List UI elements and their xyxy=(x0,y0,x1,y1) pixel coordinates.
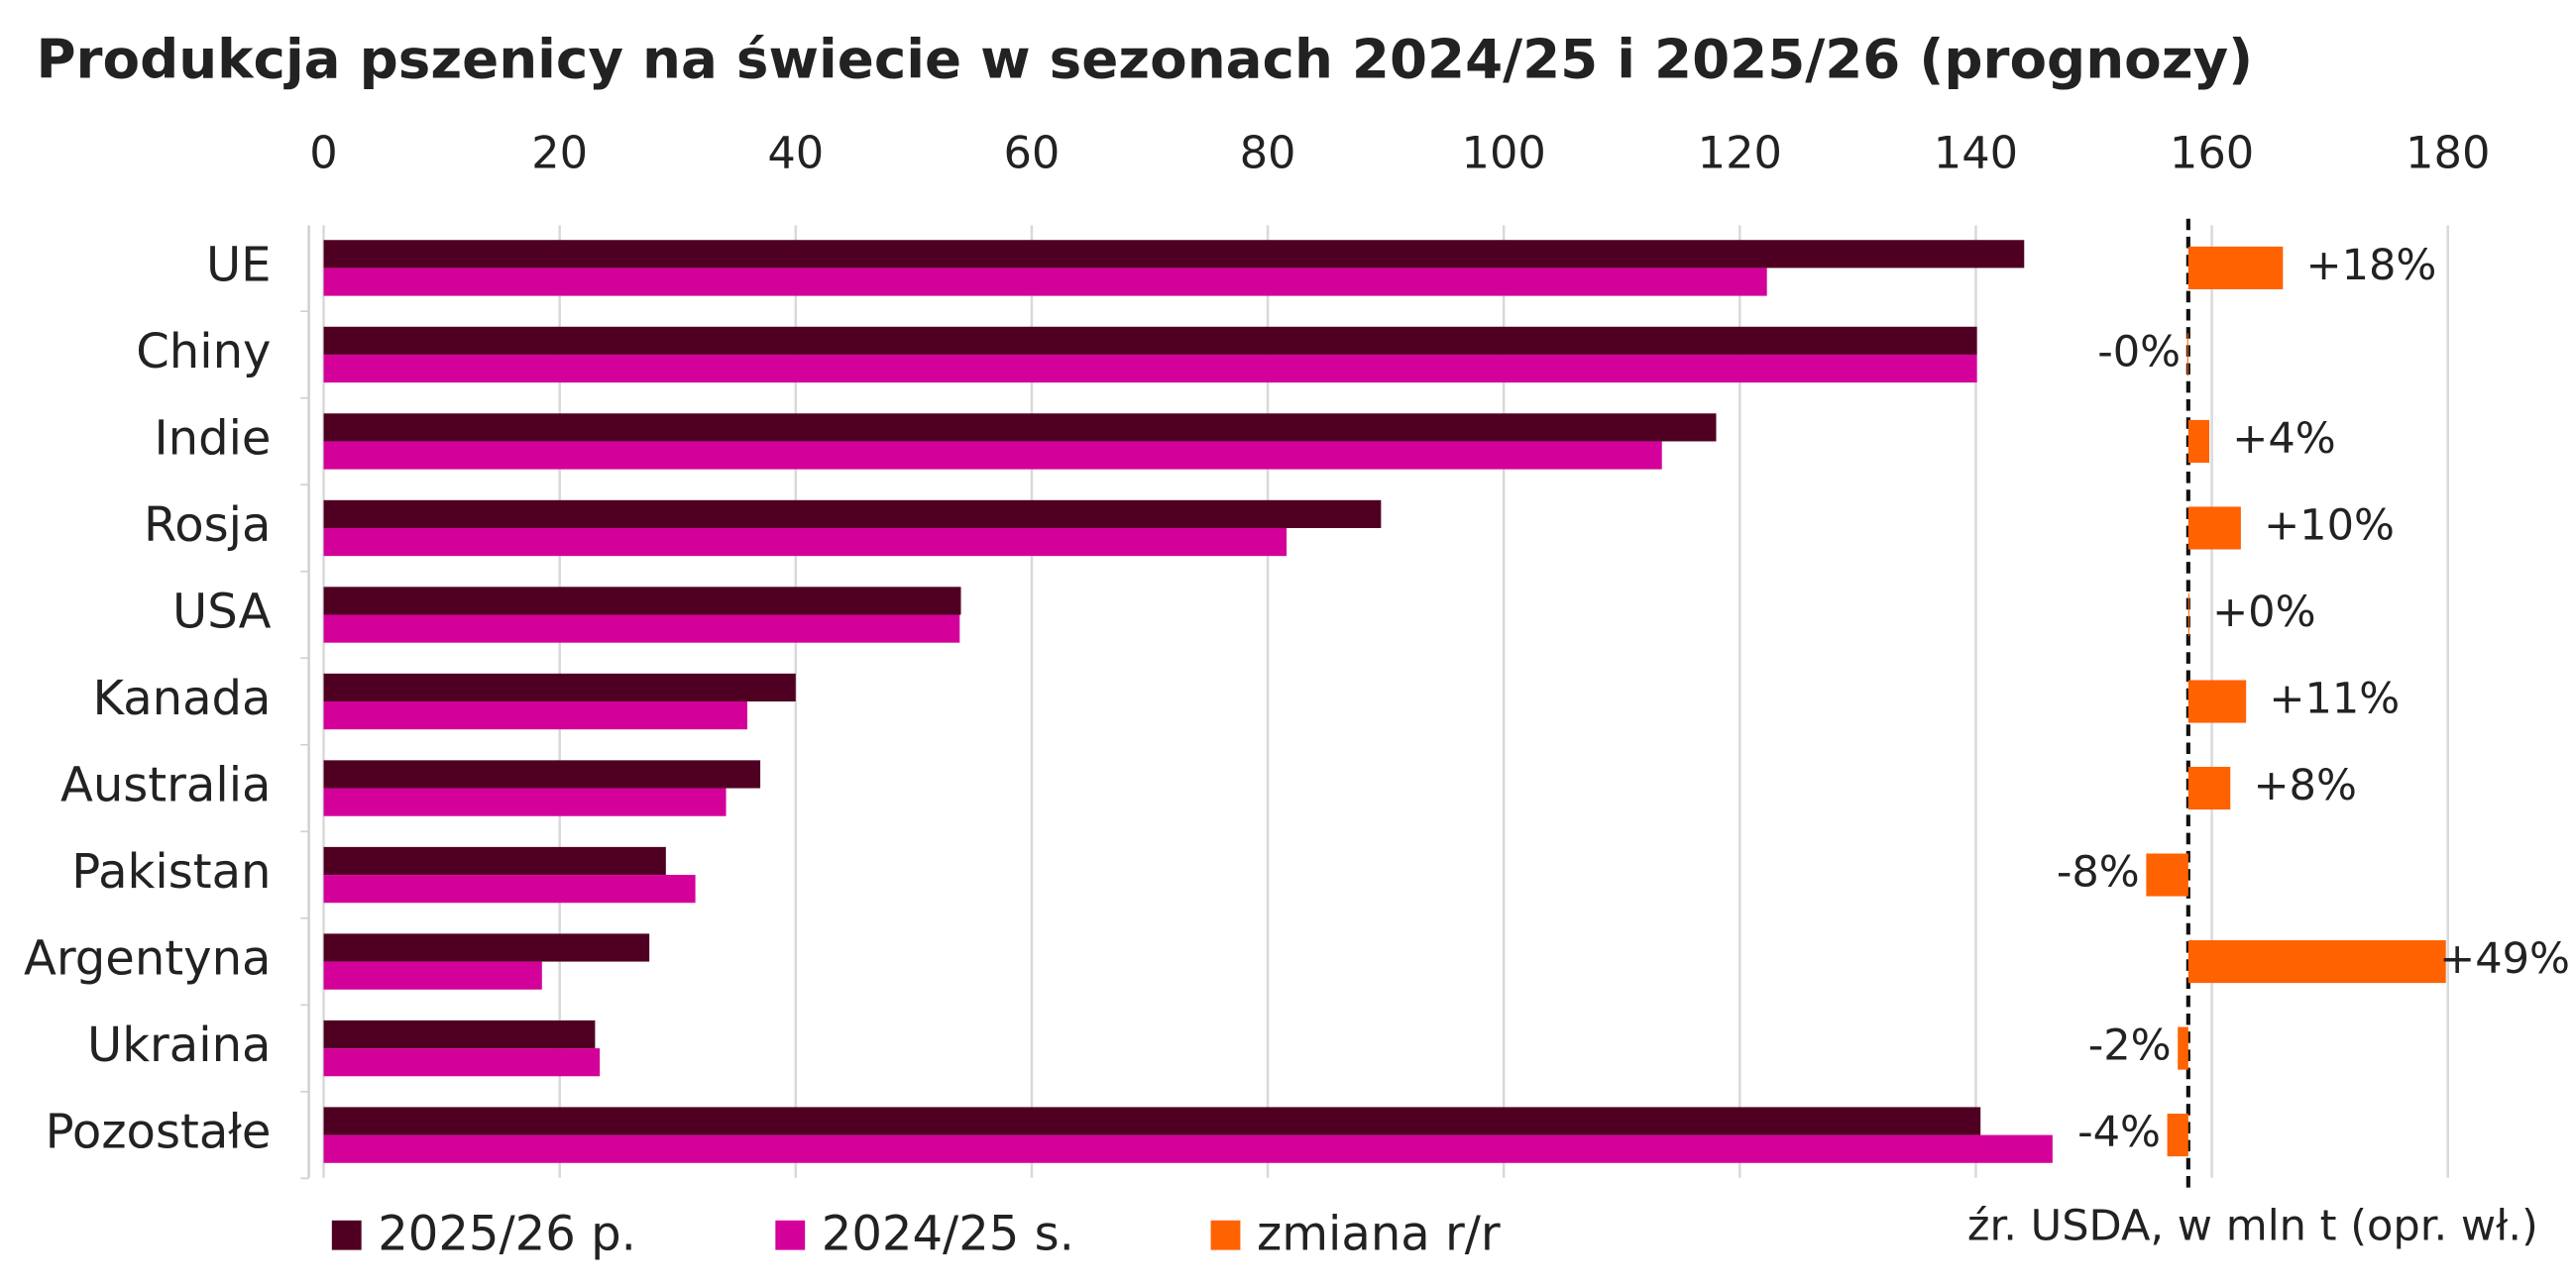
change-bar xyxy=(2178,1026,2188,1070)
change-bar xyxy=(2187,766,2231,810)
change-bar xyxy=(2146,853,2188,897)
change-label: +8% xyxy=(2253,761,2356,810)
y-tick-label: Australia xyxy=(60,758,272,813)
change-bar xyxy=(2187,940,2446,984)
y-tick-label: Indie xyxy=(154,410,271,466)
y-tick-label: Rosja xyxy=(144,497,271,553)
change-label: -8% xyxy=(2057,848,2140,898)
change-label: -2% xyxy=(2088,1021,2172,1071)
bar xyxy=(323,499,1382,528)
change-label: +18% xyxy=(2306,241,2437,290)
x-tick-label: 180 xyxy=(2406,127,2490,179)
x-tick-label: 120 xyxy=(1698,127,1782,179)
bar xyxy=(323,933,650,962)
change-bar xyxy=(2187,246,2284,289)
bar xyxy=(323,760,761,789)
legend-label: 2025/26 p. xyxy=(378,1206,636,1261)
change-label: +49% xyxy=(2439,934,2570,984)
change-bar xyxy=(2187,680,2247,723)
bar xyxy=(323,961,542,990)
change-bar xyxy=(2187,506,2241,550)
bar xyxy=(323,846,666,876)
legend-label: zmiana r/r xyxy=(1257,1206,1501,1261)
change-label: -4% xyxy=(2077,1108,2161,1157)
change-bar xyxy=(2186,333,2188,376)
change-label: +4% xyxy=(2232,414,2335,464)
bar xyxy=(323,701,747,730)
bar xyxy=(323,875,696,904)
change-label: +0% xyxy=(2212,588,2315,637)
chart-title: Produkcja pszenicy na świecie w sezonach… xyxy=(36,27,2253,90)
change-bar xyxy=(2167,1114,2188,1157)
y-tick-label: Ukraina xyxy=(87,1018,271,1073)
legend-label: 2024/25 s. xyxy=(822,1206,1074,1261)
bar xyxy=(323,1107,1981,1135)
bar xyxy=(323,673,796,702)
y-tick-label: Kanada xyxy=(93,671,272,726)
x-tick-label: 0 xyxy=(309,127,337,179)
change-bar xyxy=(2187,592,2189,637)
x-tick-label: 160 xyxy=(2170,127,2254,179)
change-bar xyxy=(2187,419,2210,464)
x-tick-label: 80 xyxy=(1240,127,1296,179)
bar xyxy=(323,441,1662,470)
legend-swatch xyxy=(331,1220,362,1250)
change-label: +10% xyxy=(2264,500,2395,550)
bar xyxy=(323,413,1717,442)
change-label: -0% xyxy=(2097,327,2181,376)
bar xyxy=(323,268,1767,296)
legend-swatch xyxy=(1210,1220,1241,1250)
bar xyxy=(323,1134,2053,1163)
bar xyxy=(323,614,960,643)
bar xyxy=(323,788,727,816)
x-tick-label: 100 xyxy=(1461,127,1545,179)
y-tick-label: Pozostałe xyxy=(46,1105,272,1160)
bar xyxy=(323,587,961,615)
bar xyxy=(323,326,1977,355)
x-tick-label: 40 xyxy=(767,127,824,179)
bar xyxy=(323,1048,601,1077)
y-tick-label: UE xyxy=(206,237,272,292)
change-label: +11% xyxy=(2269,675,2400,724)
x-tick-label: 140 xyxy=(1934,127,2018,179)
bar xyxy=(323,1020,596,1049)
legend-swatch xyxy=(775,1220,806,1250)
y-tick-label: USA xyxy=(172,584,272,639)
bar xyxy=(323,240,2025,268)
x-tick-label: 20 xyxy=(531,127,588,179)
x-tick-label: 60 xyxy=(1003,127,1060,179)
y-tick-label: Chiny xyxy=(136,324,271,379)
y-tick-label: Argentyna xyxy=(24,931,271,987)
y-tick-label: Pakistan xyxy=(71,844,271,900)
source-note: źr. USDA, w mln t (opr. wł.) xyxy=(1967,1202,2538,1251)
bar xyxy=(323,527,1288,557)
bar xyxy=(323,354,1977,383)
